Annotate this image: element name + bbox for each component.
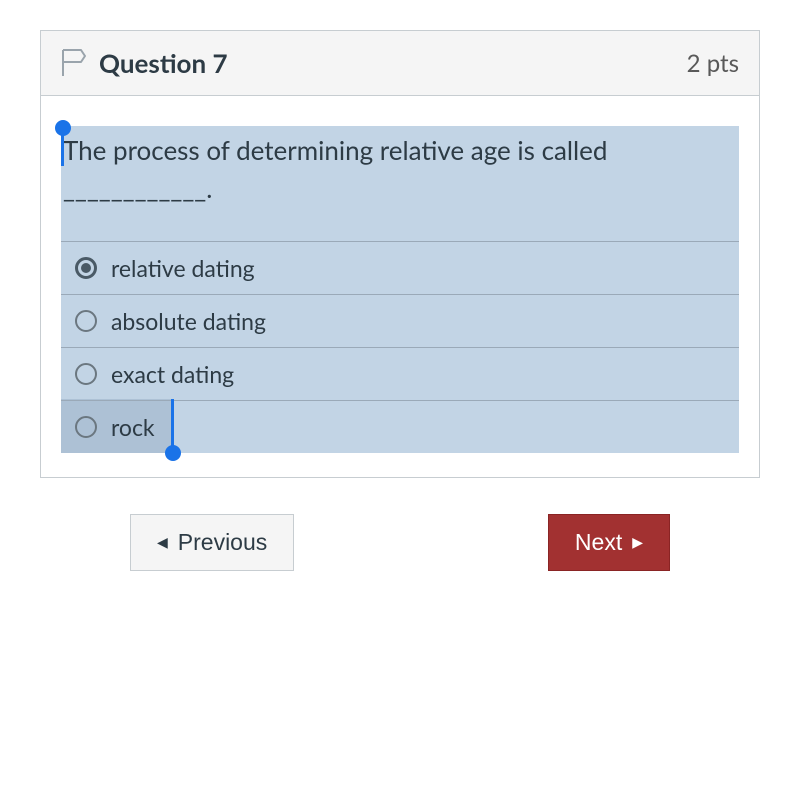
question-header: Question 7 2 pts [41, 31, 759, 96]
option-row[interactable]: absolute dating [61, 294, 739, 347]
question-body: The process of determining relative age … [41, 96, 759, 477]
question-points: 2 pts [687, 49, 739, 78]
chevron-left-icon: ◀ [157, 534, 168, 551]
option-row[interactable]: relative dating [61, 241, 739, 294]
option-label: relative dating [111, 254, 255, 282]
radio-icon[interactable] [75, 310, 97, 332]
option-row[interactable]: exact dating [61, 347, 739, 400]
option-label: rock [111, 413, 155, 441]
selection-handle-end[interactable] [165, 445, 181, 461]
radio-icon[interactable] [75, 416, 97, 438]
next-button[interactable]: Next ▶ [548, 514, 670, 571]
question-card: Question 7 2 pts The process of determin… [40, 30, 760, 478]
question-text: The process of determining relative age … [61, 126, 739, 241]
option-label: exact dating [111, 360, 234, 388]
chevron-right-icon: ▶ [632, 534, 643, 551]
question-title: Question 7 [99, 47, 228, 79]
flag-icon[interactable] [61, 48, 87, 78]
previous-label: Previous [178, 529, 267, 556]
previous-button[interactable]: ◀ Previous [130, 514, 294, 571]
header-left: Question 7 [61, 47, 228, 79]
selection-handle-start[interactable] [55, 120, 71, 136]
radio-icon[interactable] [75, 363, 97, 385]
nav-row: ◀ Previous Next ▶ [40, 514, 760, 571]
option-label: absolute dating [111, 307, 266, 335]
option-row[interactable]: rock [61, 400, 739, 453]
radio-icon[interactable] [75, 257, 97, 279]
next-label: Next [575, 529, 622, 556]
options-list: relative dating absolute dating exact da… [61, 241, 739, 453]
selection-highlight: The process of determining relative age … [61, 126, 739, 453]
